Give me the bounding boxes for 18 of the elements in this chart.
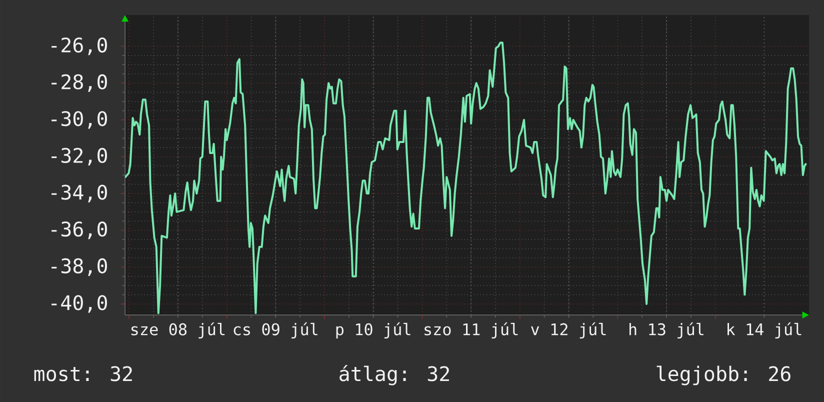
x-tick-label: sze 08 júl bbox=[131, 322, 225, 338]
x-tick-label: h 13 júl bbox=[630, 322, 704, 338]
x-tick-label: szo 11 júl bbox=[424, 322, 518, 338]
y-tick-label: -32,0 bbox=[52, 148, 107, 166]
x-tick-label: cs 09 júl bbox=[234, 322, 318, 338]
x-tick-label: k 14 júl bbox=[728, 322, 802, 338]
x-tick-label: p 10 júl bbox=[336, 322, 410, 338]
y-tick-label: -34,0 bbox=[52, 184, 107, 202]
text: legjobb: 26 bbox=[656, 366, 790, 386]
text: átlag: 32 bbox=[340, 364, 449, 386]
y-tick-label: -38,0 bbox=[52, 258, 107, 276]
y-tick-label: -26,0 bbox=[52, 37, 107, 56]
text: most: 32 bbox=[34, 366, 132, 382]
y-tick-label: -36,0 bbox=[52, 222, 107, 240]
y-tick-label: -30,0 bbox=[52, 111, 107, 129]
y-tick-label: -28,0 bbox=[52, 74, 107, 92]
y-tick-label: -40,0 bbox=[52, 295, 107, 313]
x-tick-label: v 12 júl bbox=[531, 322, 606, 338]
